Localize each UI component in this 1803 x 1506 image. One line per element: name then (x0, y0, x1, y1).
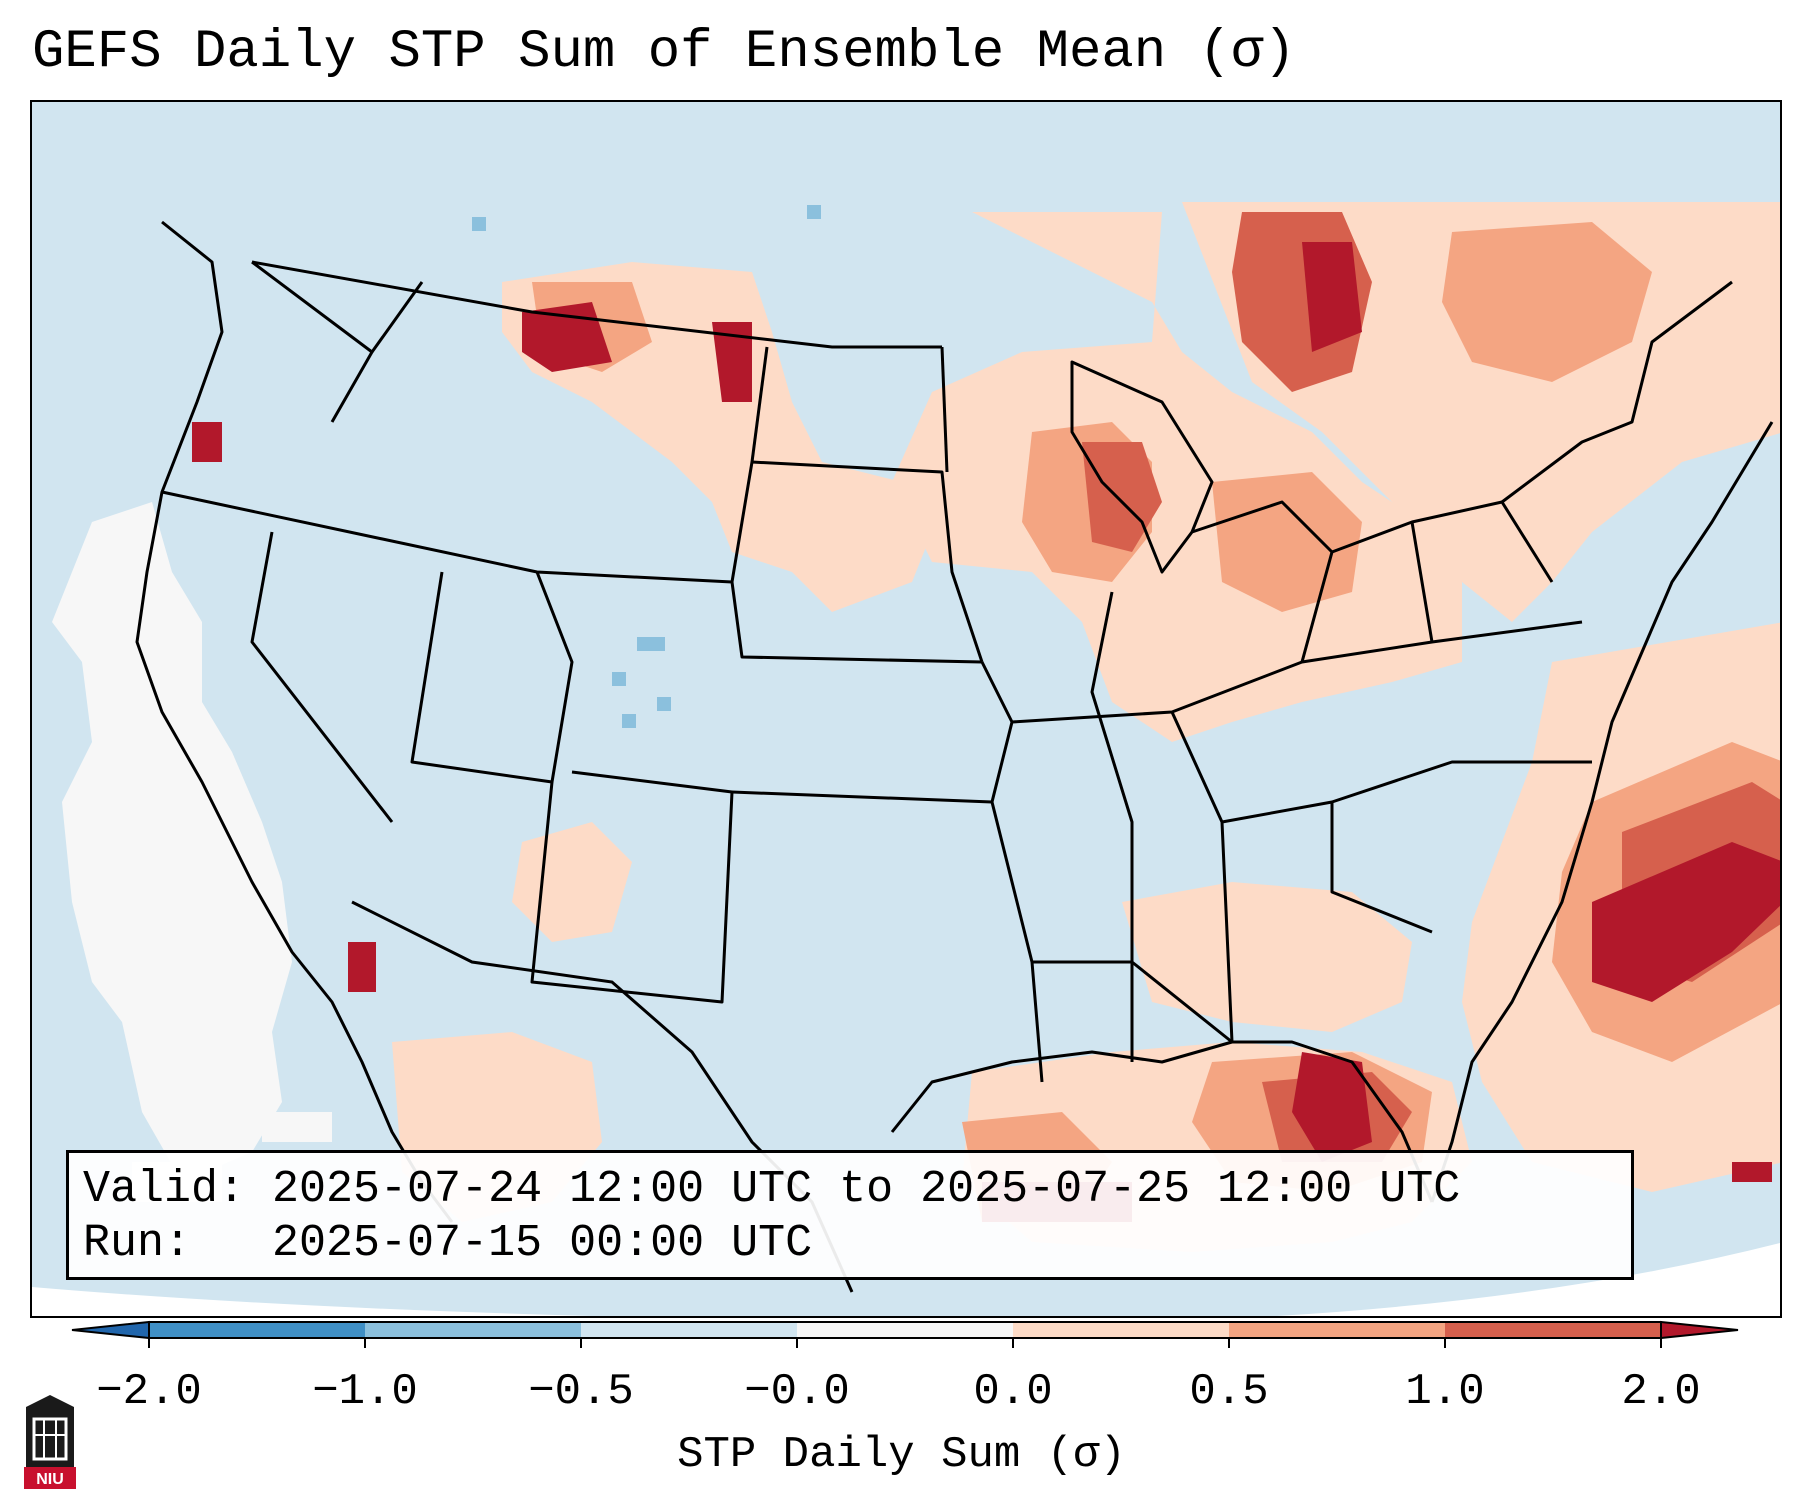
logo-text: NIU (36, 1471, 64, 1488)
colorbar-bin-1 (149, 1322, 365, 1338)
colorbar-tick-label: 0.5 (1189, 1367, 1269, 1417)
colorbar (71, 1320, 1739, 1348)
colorbar-bin-4 (797, 1322, 1013, 1338)
niu-logo-icon: NIU (24, 1395, 76, 1489)
colorbar-tick-label: −1.0 (312, 1367, 418, 1417)
page-title: GEFS Daily STP Sum of Ensemble Mean (σ) (32, 22, 1296, 83)
colorbar-tick-label: 0.0 (973, 1367, 1053, 1417)
great-lakes (1070, 360, 1214, 574)
stp-map (32, 102, 1780, 1316)
colorbar-bin-3 (581, 1322, 797, 1338)
valid-time-text: Valid: 2025-07-24 12:00 UTC to 2025-07-2… (83, 1164, 1461, 1215)
negative-cells (472, 205, 1408, 1186)
us-canada-border (251, 260, 942, 349)
colorbar-tick-label: −0.5 (528, 1367, 634, 1417)
coastline-west (135, 220, 454, 1223)
colorbar-label: STP Daily Sum (σ) (677, 1430, 1126, 1480)
colorbar-bin-2 (365, 1322, 581, 1338)
map-panel (30, 100, 1782, 1318)
valid-time-box: Valid: 2025-07-24 12:00 UTC to 2025-07-2… (66, 1150, 1634, 1280)
coastline-east (1430, 421, 1774, 1203)
colorbar-tick-label: −2.0 (96, 1367, 202, 1417)
run-time-text: Run: 2025-07-15 00:00 UTC (83, 1218, 813, 1269)
state-borders (135, 220, 1774, 1223)
coastline-gulf (890, 1040, 1434, 1203)
colorbar-bin-5 (1013, 1322, 1229, 1338)
colorbar-tick-label: 1.0 (1405, 1367, 1485, 1417)
colorbar-extend-high (1660, 1320, 1739, 1340)
colorbar-bin-6 (1229, 1322, 1445, 1338)
colorbar-tick-label: −0.0 (744, 1367, 850, 1417)
colorbar-extend-low (71, 1320, 150, 1340)
colorbar-bin-7 (1445, 1322, 1661, 1338)
colorbar-tick-label: 2.0 (1621, 1367, 1701, 1417)
